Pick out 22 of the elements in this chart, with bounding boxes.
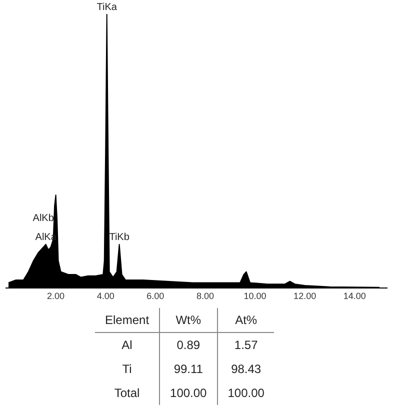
x-tick-label: 10.00	[244, 291, 266, 302]
annotation: TiKb	[109, 232, 130, 244]
text: 100.00	[160, 381, 218, 405]
text: 100.00	[217, 381, 274, 405]
x-tick-label: 14.00	[343, 291, 366, 302]
text: 0.89	[160, 332, 218, 357]
x-tick-label: 6.00	[146, 291, 164, 302]
text: 98.43	[217, 357, 274, 381]
x-tick-label: 4.00	[96, 291, 114, 302]
annotation: AlKb	[32, 212, 54, 224]
text: Total	[113, 385, 141, 402]
text: Wt%	[160, 308, 218, 332]
text: Element	[95, 308, 160, 332]
text: 99.11	[160, 357, 218, 381]
x-tick-label: 2.00	[47, 291, 65, 302]
text: At%	[217, 308, 274, 332]
annotation: TiKa	[96, 2, 118, 13]
x-tick-label: 8.00	[196, 291, 214, 302]
x-tick-label: 12.00	[294, 291, 316, 302]
text: Ti	[121, 361, 133, 378]
text: 1.57	[217, 332, 274, 357]
text: Al	[120, 337, 134, 354]
